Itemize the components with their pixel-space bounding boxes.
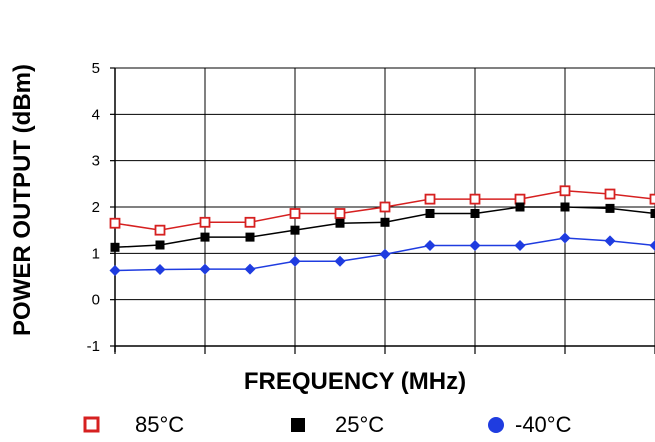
- x-axis-title: FREQUENCY (MHz): [244, 368, 466, 395]
- y-tick-label: -1: [87, 338, 100, 355]
- y-tick-label: 0: [92, 292, 100, 309]
- data-point: [334, 208, 346, 219]
- data-point: [514, 193, 526, 205]
- data-point: [109, 217, 121, 229]
- data-point: [559, 185, 571, 197]
- legend-label-85c: 85°C: [135, 412, 184, 437]
- data-point: [109, 264, 121, 276]
- y-tick-label: 4: [92, 106, 100, 123]
- y-tick-label: 3: [92, 153, 100, 170]
- data-point: [245, 232, 255, 242]
- series-line: [114, 237, 655, 272]
- data-point: [424, 193, 436, 205]
- data-point: [154, 264, 166, 276]
- data-point: [560, 202, 570, 212]
- data-point: [605, 203, 615, 213]
- series-line: [114, 206, 655, 249]
- data-point: [200, 232, 210, 242]
- data-point: [649, 193, 655, 205]
- data-point: [334, 255, 346, 267]
- data-point: [604, 235, 616, 247]
- series-2: [109, 232, 655, 276]
- data-point: [379, 248, 391, 260]
- data-point: [469, 193, 481, 205]
- data-point: [199, 263, 211, 275]
- data-series: [109, 185, 655, 276]
- series-1: [110, 202, 655, 252]
- data-point: [289, 208, 301, 219]
- data-point: [289, 255, 301, 267]
- data-point: [335, 218, 345, 228]
- data-point: [515, 202, 525, 212]
- y-tick-label: 5: [92, 60, 100, 77]
- legend-label-minus40c: -40°C: [515, 412, 572, 437]
- data-point: [604, 188, 616, 200]
- data-point: [199, 216, 211, 228]
- y-tick-label: 2: [92, 199, 100, 216]
- data-point: [559, 232, 571, 244]
- data-point: [244, 263, 256, 275]
- legend-marker-85c: [83, 416, 100, 433]
- data-point: [425, 208, 435, 218]
- data-point: [469, 239, 481, 251]
- data-point: [380, 217, 390, 227]
- legend-label-25c: 25°C: [335, 412, 384, 437]
- axes: [110, 67, 655, 354]
- y-tick-label: 1: [92, 245, 100, 262]
- data-point: [424, 239, 436, 251]
- legend-marker-25c: [291, 418, 305, 432]
- data-point: [110, 242, 120, 252]
- data-point: [290, 225, 300, 235]
- legend: 85°C 25°C -40°C: [83, 412, 572, 437]
- y-axis-title: POWER OUTPUT (dBm): [9, 64, 36, 336]
- data-point: [154, 224, 166, 236]
- data-point: [244, 216, 256, 228]
- data-point: [649, 239, 655, 251]
- legend-marker-minus40c: [488, 417, 504, 433]
- data-point: [379, 201, 391, 213]
- y-tick-labels: 5 4 3 2 1 0 -1: [87, 60, 100, 355]
- data-point: [470, 208, 480, 218]
- series-0: [109, 185, 655, 236]
- data-point: [514, 239, 526, 251]
- data-point: [650, 208, 655, 218]
- data-point: [155, 240, 165, 250]
- series-line: [114, 190, 655, 231]
